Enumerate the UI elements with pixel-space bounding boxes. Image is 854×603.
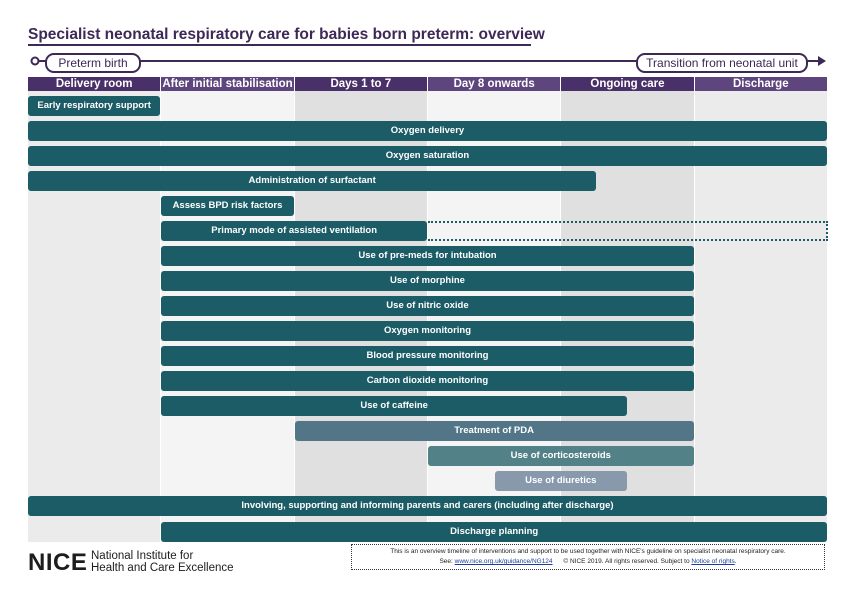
timeline-start-label: Preterm birth — [45, 53, 141, 73]
phase-header-discharge: Discharge — [694, 77, 827, 91]
guidance-link[interactable]: www.nice.org.uk/guidance/NG124 — [454, 558, 553, 565]
disclaimer-links-line: See: www.nice.org.uk/guidance/NG124 © NI… — [439, 558, 737, 565]
intervention-bar-carbon-dioxide-monitoring: Carbon dioxide monitoring — [161, 371, 694, 391]
page-title: Specialist neonatal respiratory care for… — [28, 26, 545, 43]
timeline-start-dot — [30, 56, 40, 66]
phase-header-delivery-room: Delivery room — [28, 77, 161, 91]
intervention-bar-oxygen-delivery: Oxygen delivery — [28, 121, 827, 141]
notice-of-rights-link[interactable]: Notice of rights — [691, 558, 735, 565]
intervention-bar-use-of-diuretics: Use of diuretics — [494, 471, 627, 491]
copyright-text: © NICE 2019. All rights reserved. Subjec… — [563, 558, 690, 565]
intervention-bar-blood-pressure-monitoring: Blood pressure monitoring — [161, 346, 694, 366]
phase-header-day-8-onwards: Day 8 onwards — [427, 77, 561, 91]
phase-header-ongoing-care: Ongoing care — [561, 77, 694, 91]
intervention-bar-use-of-caffeine: Use of caffeine — [161, 396, 627, 416]
intervention-bar-primary-mode-of-assisted-ventilation: Primary mode of assisted ventilation — [161, 221, 427, 241]
intervention-bar-treatment-of-pda: Treatment of PDA — [294, 421, 694, 441]
intervention-bar-use-of-pre-meds-for-intubation: Use of pre-meds for intubation — [161, 246, 694, 266]
phase-header-after-initial-stabilisation: After initial stabilisation — [161, 77, 294, 91]
intervention-bar-use-of-corticosteroids: Use of corticosteroids — [427, 446, 694, 466]
intervention-bar-administration-of-surfactant: Administration of surfactant — [28, 171, 597, 191]
intervention-bar-use-of-morphine: Use of morphine — [161, 271, 694, 291]
disclaimer-box: This is an overview timeline of interven… — [351, 544, 825, 570]
intervention-bar-early-respiratory-support: Early respiratory support — [28, 96, 161, 116]
disclaimer-text: This is an overview timeline of interven… — [390, 548, 786, 555]
title-underline — [28, 44, 531, 46]
timeline-end-label: Transition from neonatal unit — [636, 53, 808, 73]
see-label: See: — [439, 558, 453, 565]
phase-header-days-1-to-7: Days 1 to 7 — [294, 77, 427, 91]
intervention-continuation — [427, 221, 828, 241]
intervention-bar-oxygen-saturation: Oxygen saturation — [28, 146, 827, 166]
intervention-bar-discharge-planning: Discharge planning — [161, 522, 827, 542]
intervention-bar-use-of-nitric-oxide: Use of nitric oxide — [161, 296, 694, 316]
intervention-bar-oxygen-monitoring: Oxygen monitoring — [161, 321, 694, 341]
intervention-bar-involving-supporting-and-informing-parents-and-carers-including-after-discharge: Involving, supporting and informing pare… — [28, 496, 827, 516]
timeline-arrow-icon — [818, 56, 826, 66]
intervention-bar-assess-bpd-risk-factors: Assess BPD risk factors — [161, 196, 294, 216]
nice-logo: NICE — [28, 549, 88, 576]
org-name-line2: Health and Care Excellence — [91, 562, 234, 574]
org-name-line1: National Institute for — [91, 550, 194, 562]
